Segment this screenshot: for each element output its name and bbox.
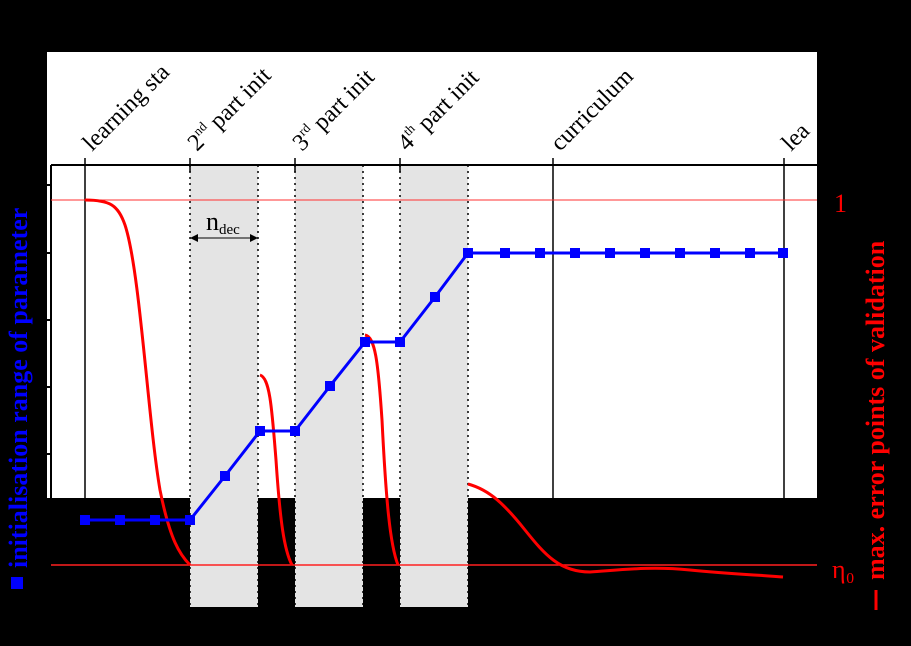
left-axis-label: initialisation range of parameter [4, 208, 33, 568]
ndec-annotation: ndec [190, 207, 258, 242]
band-dotted-borders [189, 165, 469, 607]
right-axis-title: max. error points of validation [861, 240, 890, 610]
error-series [84, 198, 784, 579]
right-tick-eta0: η₀ [832, 555, 855, 584]
right-tick-1: 1 [834, 189, 847, 218]
ndec-label: ndec [206, 207, 240, 238]
clip-mask [817, 40, 911, 160]
event-vertical-lines [84, 158, 785, 498]
grey-bands [190, 165, 468, 607]
blue-square-legend-icon [11, 577, 23, 589]
clip-mask-top [0, 0, 911, 52]
right-axis-label: max. error points of validation [861, 240, 890, 580]
axes-frame [50, 164, 817, 498]
left-axis-title: initialisation range of parameter [4, 208, 33, 589]
initialisation-series [80, 248, 788, 525]
left-axis-ticks [47, 184, 51, 455]
